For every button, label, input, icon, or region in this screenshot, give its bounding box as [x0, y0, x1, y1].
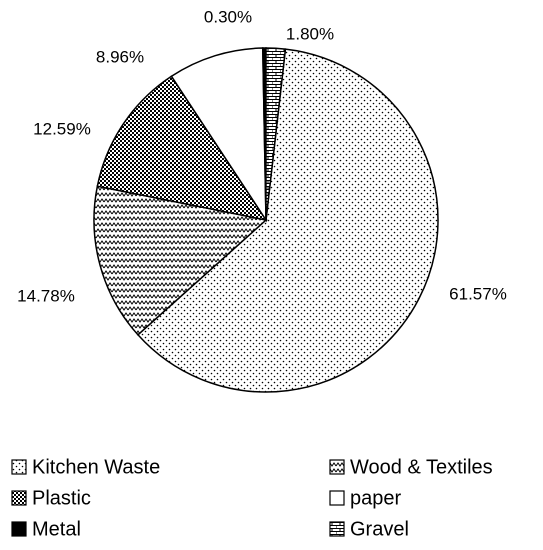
legend-swatch — [11, 521, 27, 537]
pie-slice — [96, 75, 268, 222]
legend-label: Metal — [32, 518, 81, 540]
pie-slice — [265, 47, 287, 221]
pie-slice — [136, 48, 439, 393]
legend-swatch — [329, 459, 345, 475]
data-label: 8.96% — [96, 47, 144, 66]
pie-slice — [93, 185, 268, 336]
legend-label: Kitchen Waste — [32, 456, 160, 478]
legend-label: Wood & Textiles — [350, 456, 493, 478]
data-label: 12.59% — [33, 119, 91, 138]
legend-label: paper — [350, 487, 401, 509]
legend-swatch — [329, 521, 345, 537]
data-label: 1.80% — [286, 24, 334, 43]
pie-slice — [170, 47, 267, 223]
legend-swatch — [329, 490, 345, 506]
legend-label: Plastic — [32, 487, 91, 509]
data-label: 14.78% — [17, 286, 75, 305]
data-label: 61.57% — [449, 284, 507, 303]
legend-swatch — [11, 459, 27, 475]
data-label: 0.30% — [204, 7, 252, 26]
legend-swatch — [11, 490, 27, 506]
legend-label: Gravel — [350, 518, 409, 540]
